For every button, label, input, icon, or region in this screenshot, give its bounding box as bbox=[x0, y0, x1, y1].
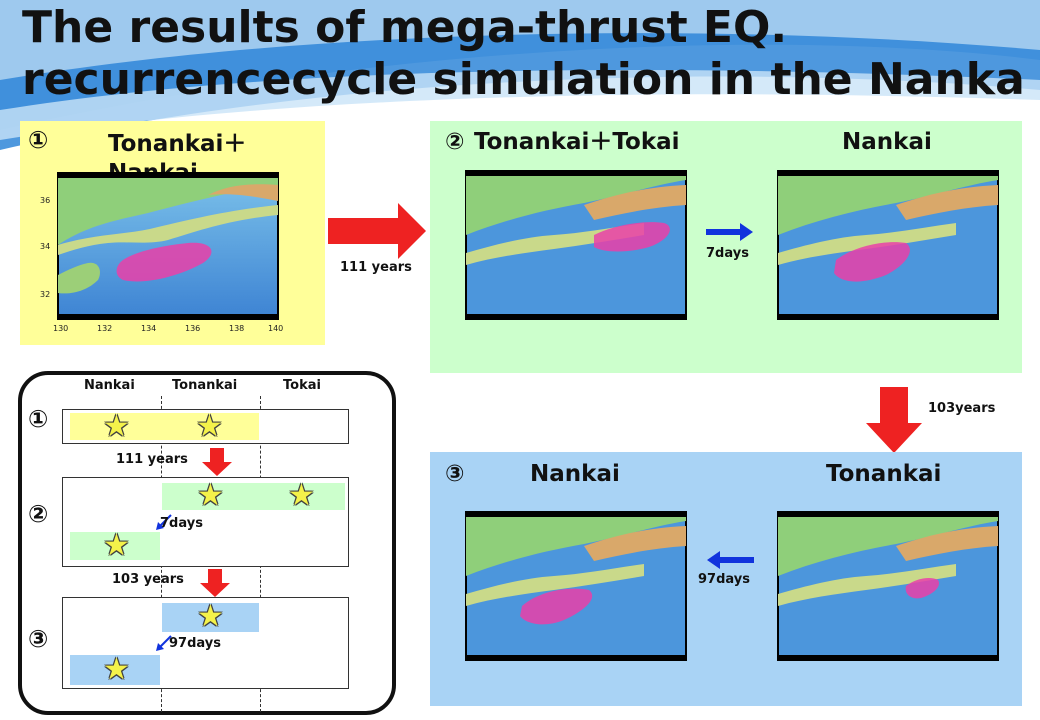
x-tick: 138 bbox=[229, 324, 244, 333]
row-1-number: ① bbox=[28, 405, 49, 433]
col-tonankai: Tonankai bbox=[172, 378, 238, 393]
star-icon: ★ bbox=[103, 652, 130, 687]
y-tick: 32 bbox=[40, 290, 50, 299]
row-3-rupture-tonankai bbox=[162, 603, 259, 632]
row-3-delay-label: 97days bbox=[169, 636, 221, 651]
panel-2-number: ② bbox=[445, 129, 465, 155]
arrow-97days-label: 97days bbox=[698, 572, 750, 587]
x-tick: 130 bbox=[53, 324, 68, 333]
panel-3-label-left: Nankai bbox=[530, 461, 620, 487]
panel-2-label-right: Nankai bbox=[842, 129, 932, 155]
gap-2-label: 103 years bbox=[112, 572, 184, 587]
page-title: The results of mega-thrust EQ. recurrenc… bbox=[22, 2, 1025, 106]
star-icon: ★ bbox=[103, 528, 130, 563]
col-nankai: Nankai bbox=[84, 378, 135, 393]
arrow-1-label: 111 years bbox=[340, 260, 412, 275]
row-2-rupture-tonankai-tokai bbox=[162, 483, 345, 510]
panel-2-map-left bbox=[465, 170, 687, 320]
row-1-rupture bbox=[70, 413, 259, 440]
gap-1-label: 111 years bbox=[116, 452, 188, 467]
row-3-rupture-nankai bbox=[70, 655, 160, 685]
panel-1-map: 36 34 32 130 132 134 136 138 140 bbox=[40, 172, 283, 333]
panel-2-label-left: Tonankai＋Tokai bbox=[474, 129, 680, 155]
x-tick: 134 bbox=[141, 324, 156, 333]
y-tick: 34 bbox=[40, 242, 50, 251]
header-background bbox=[0, 0, 1040, 150]
arrow-97days bbox=[707, 551, 754, 569]
arrow-7days bbox=[706, 223, 753, 241]
title-line-1: The results of mega-thrust EQ. bbox=[22, 2, 788, 53]
arrow-2-label: 103years bbox=[928, 401, 996, 416]
star-icon: ★ bbox=[196, 409, 223, 444]
row-2-rupture-nankai bbox=[70, 532, 160, 560]
row-2-number: ② bbox=[28, 500, 49, 528]
panel-3-map-left bbox=[465, 511, 687, 661]
title-line-2: recurrencecycle simulation in the Nanka bbox=[22, 54, 1025, 105]
arrow-2-to-3 bbox=[866, 387, 922, 453]
row-2-delay-label: 7days bbox=[160, 516, 203, 531]
gap-2-arrow bbox=[200, 569, 230, 597]
col-tokai: Tokai bbox=[283, 378, 321, 393]
gap-1-arrow bbox=[202, 448, 232, 476]
arrow-1-to-2 bbox=[328, 203, 426, 259]
row-2-delay-arrow bbox=[156, 514, 172, 530]
x-tick: 140 bbox=[268, 324, 283, 333]
star-icon: ★ bbox=[103, 409, 130, 444]
star-icon: ★ bbox=[197, 478, 224, 513]
arrow-7days-label: 7days bbox=[706, 246, 749, 261]
panel-3-label-right: Tonankai bbox=[826, 461, 942, 487]
row-3-delay-arrow bbox=[156, 635, 172, 651]
x-tick: 132 bbox=[97, 324, 112, 333]
star-icon: ★ bbox=[197, 599, 224, 634]
panel-3-map-right bbox=[777, 511, 999, 661]
row-3-number: ③ bbox=[28, 625, 49, 653]
star-icon: ★ bbox=[288, 478, 315, 513]
panel-2-map-right bbox=[777, 170, 999, 320]
panel-3-number: ③ bbox=[445, 461, 465, 487]
x-tick: 136 bbox=[185, 324, 200, 333]
y-tick: 36 bbox=[40, 196, 50, 205]
panel-1-number: ① bbox=[28, 126, 49, 154]
